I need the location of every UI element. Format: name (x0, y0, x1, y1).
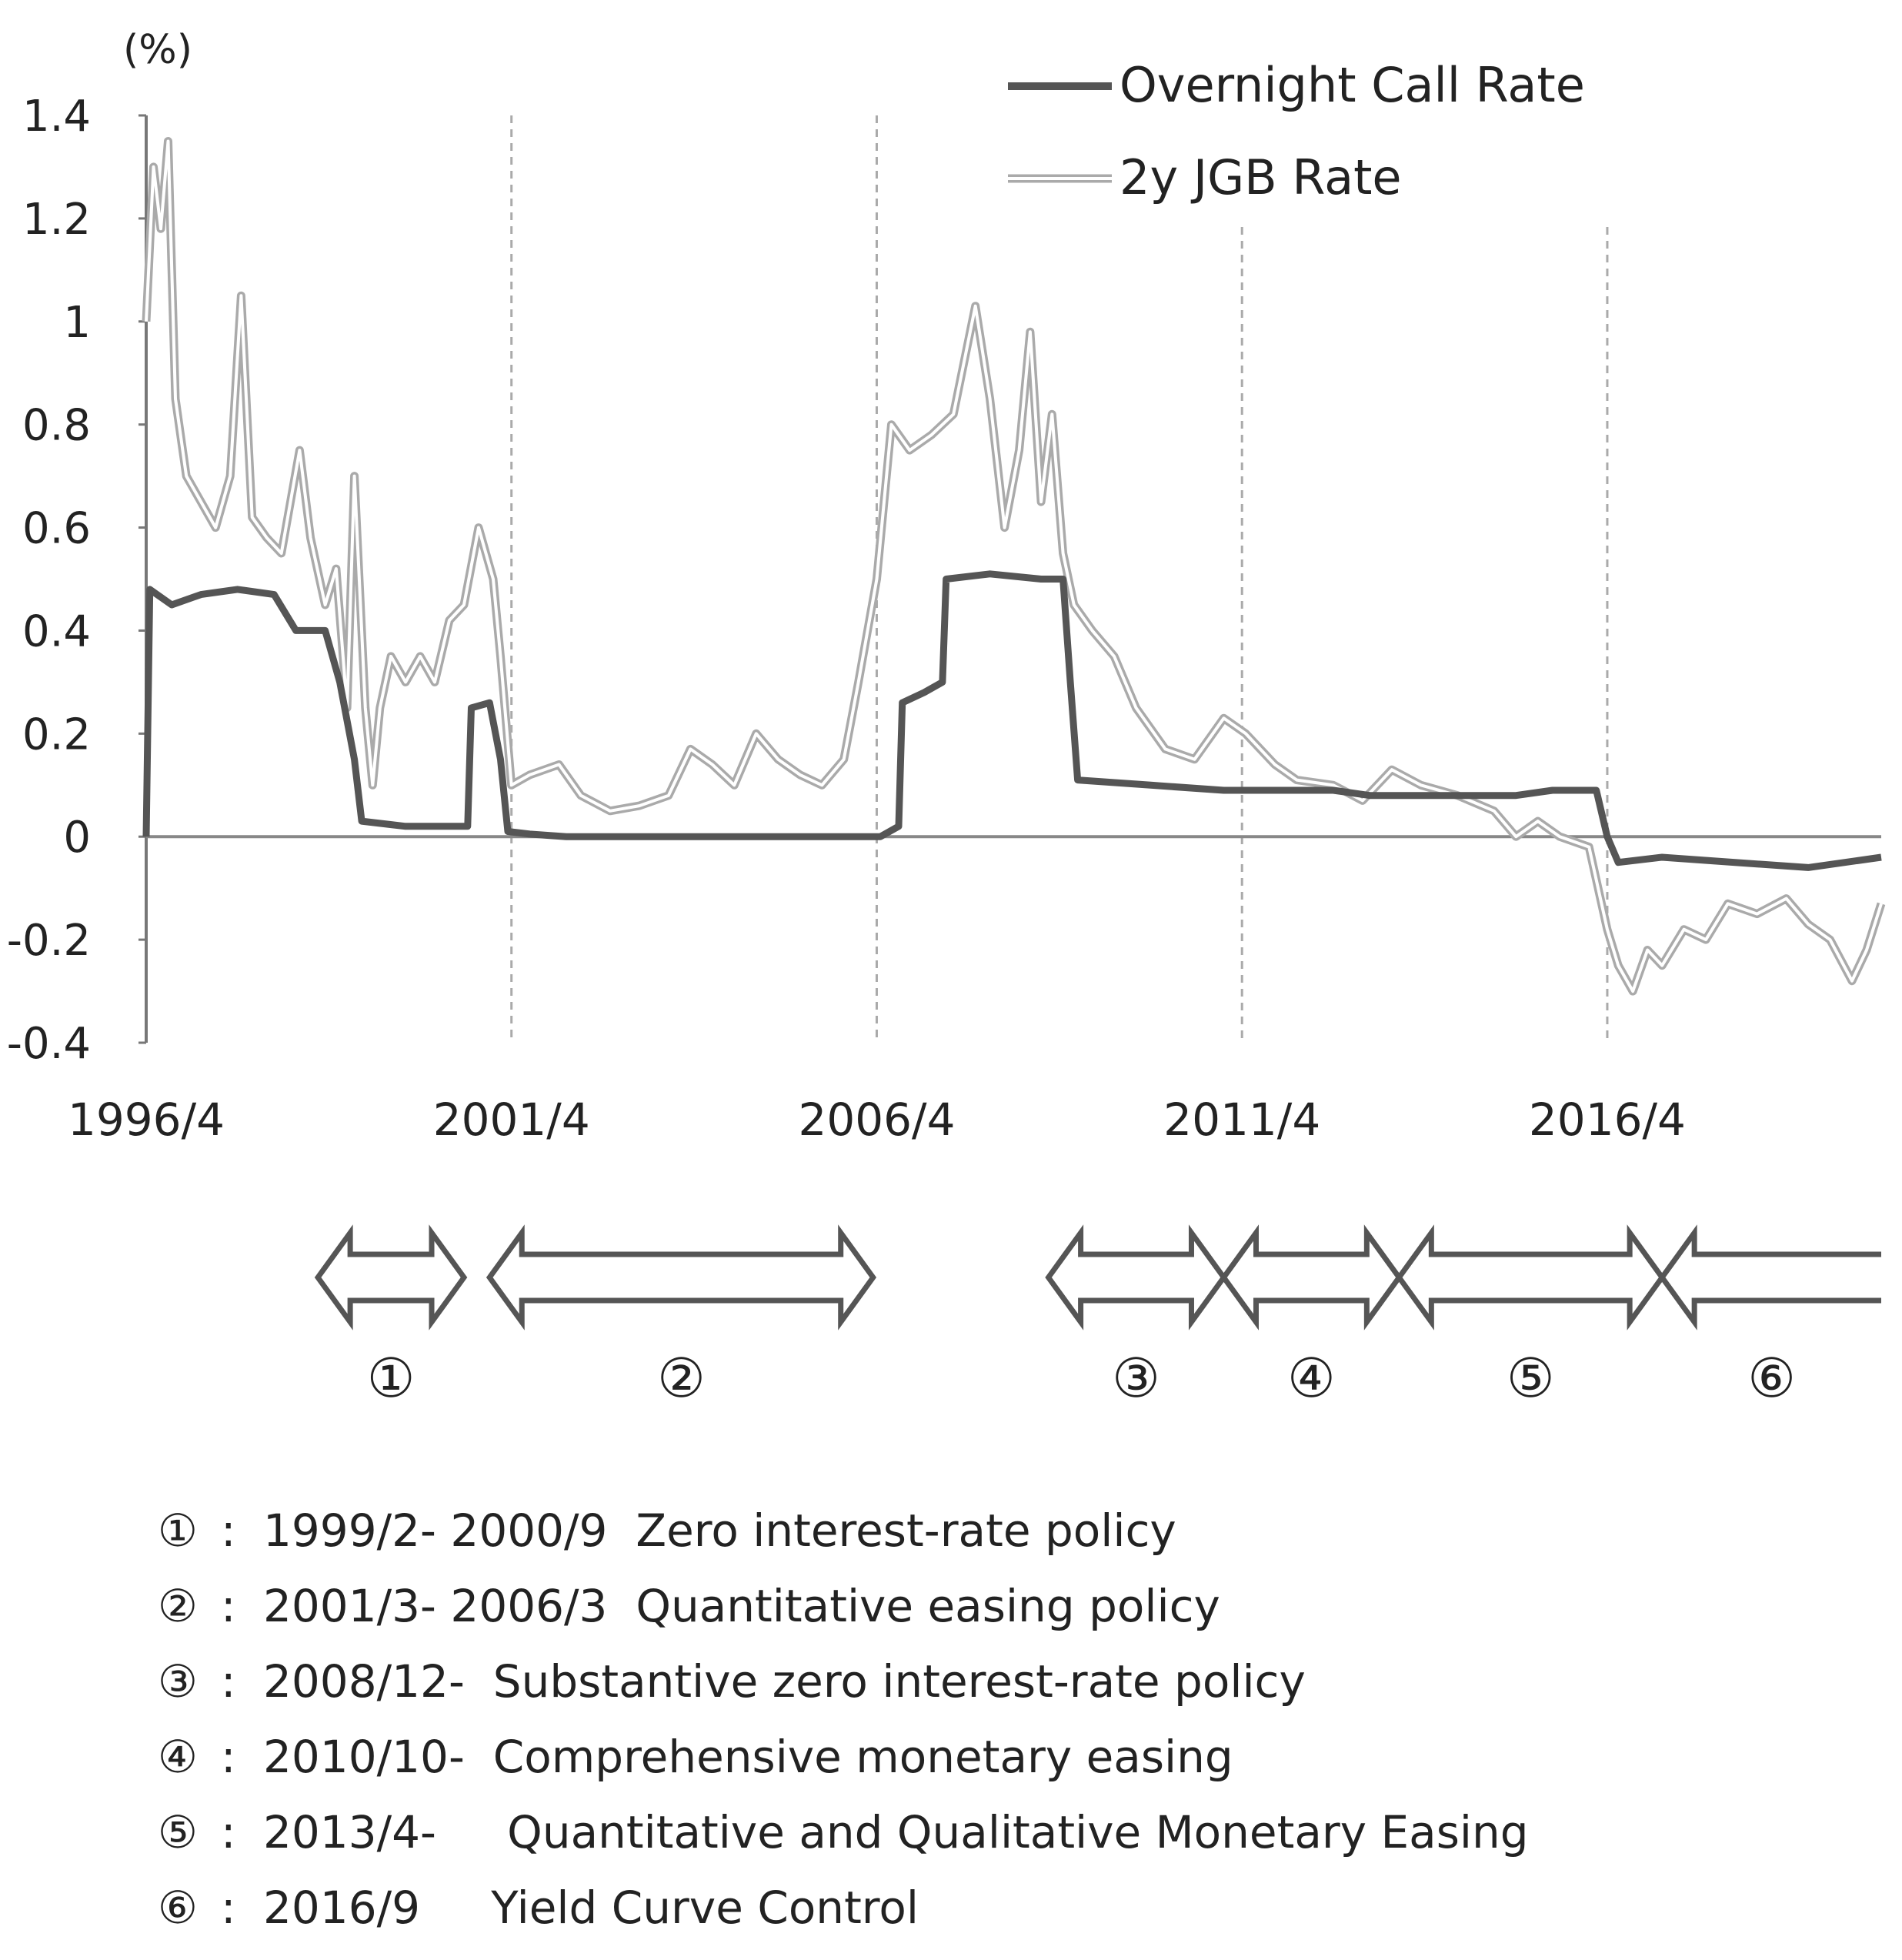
x-tick-label: 2016/4 (1529, 1094, 1686, 1146)
axes: 1.4 1.2 1 0.8 0.6 0.4 0.2 0 -0.2 -0.4 (%) 1996/4 200… (7, 27, 1881, 1146)
y-tick-label: 0.2 (22, 710, 91, 760)
y-tick-label: 0.6 (22, 504, 91, 554)
y-tick-label: -0.4 (7, 1019, 91, 1069)
y-tick-label: 1.2 (22, 195, 91, 245)
series-lines (142, 137, 1886, 996)
legend-label-2y-jgb-rate: 2y JGB Rate (1120, 149, 1402, 205)
y-tick-label: 1 (63, 298, 91, 348)
interest-rate-chart: 1.4 1.2 1 0.8 0.6 0.4 0.2 0 -0.2 -0.4 (%) 1996/4 200… (7, 27, 1886, 1410)
policy-note-4: ④:2010/10- Comprehensive monetary easing (158, 1719, 1529, 1795)
x-tick-label: 2006/4 (798, 1094, 955, 1146)
policy-note-5: ⑤:2013/4- Quantitative and Qualitative M… (158, 1795, 1529, 1870)
policy-period-arrow (314, 1224, 468, 1331)
policy-period-label: ① (367, 1347, 415, 1410)
policy-note-number: ② (158, 1580, 198, 1632)
y-tick-label: -0.2 (7, 916, 91, 966)
policy-note-period: 2016/9 (263, 1882, 421, 1934)
policy-note-6: ⑥:2016/9 Yield Curve Control (158, 1870, 1529, 1945)
policy-period-arrow (1045, 1224, 1227, 1331)
x-tick-label: 2001/4 (433, 1094, 590, 1146)
policy-note-description: Quantitative and Qualitative Monetary Ea… (507, 1806, 1529, 1858)
policy-note-period: 2001/3- 2006/3 (263, 1580, 608, 1632)
policy-period-arrow (1658, 1224, 1881, 1331)
x-tick-label: 2011/4 (1163, 1094, 1320, 1146)
policy-note-description: Substantive zero interest-rate policy (492, 1655, 1306, 1708)
policy-note-description: Comprehensive monetary easing (492, 1731, 1233, 1783)
policy-note-separator: : (221, 1580, 236, 1632)
policy-note-1: ①:1999/2- 2000/9 Zero interest-rate poli… (158, 1493, 1529, 1568)
x-tick-label: 1996/4 (68, 1094, 225, 1146)
policy-period-label: ③ (1112, 1347, 1160, 1410)
policy-note-description: Quantitative easing policy (636, 1580, 1220, 1632)
policy-period-label: ④ (1287, 1347, 1336, 1410)
policy-note-separator: : (221, 1882, 236, 1934)
y-axis-unit-label: (%) (123, 27, 192, 73)
policy-note-separator: : (221, 1731, 236, 1783)
policy-note-separator: : (221, 1504, 236, 1557)
policy-period-arrow (1220, 1224, 1403, 1331)
policy-note-number: ① (158, 1504, 198, 1557)
policy-note-number: ⑥ (158, 1882, 198, 1934)
policy-note-period: 2010/10- (263, 1731, 465, 1783)
policy-note-2: ②:2001/3- 2006/3 Quantitative easing pol… (158, 1568, 1529, 1644)
policy-note-period: 2013/4- (263, 1806, 436, 1858)
policy-period-label: ⑥ (1747, 1347, 1796, 1410)
y-tick-label: 0 (63, 813, 91, 863)
policy-note-number: ③ (158, 1655, 198, 1708)
policy-note-number: ④ (158, 1731, 198, 1783)
policy-note-period: 2008/12- (263, 1655, 465, 1708)
y-tick-label: 0.4 (22, 606, 91, 656)
policy-note-3: ③:2008/12- Substantive zero interest-rat… (158, 1644, 1529, 1719)
policy-period-arrows: ① ② ③ ④ ⑤ ⑥ (314, 1224, 1881, 1410)
y-tick-label: 0.8 (22, 401, 91, 451)
policy-period-label: ② (657, 1347, 706, 1410)
policy-period-arrow (486, 1224, 877, 1331)
policy-note-separator: : (221, 1655, 236, 1708)
series-2y-jgb-rate-inner (145, 139, 1883, 993)
series-overnight-call-rate (142, 570, 1882, 871)
y-tick-label: 1.4 (22, 92, 91, 142)
policy-note-description: Yield Curve Control (491, 1882, 919, 1934)
legend: Overnight Call Rate 2y JGB Rate (1008, 57, 1585, 205)
policy-note-number: ⑤ (158, 1806, 198, 1858)
policy-note-period: 1999/2- 2000/9 (263, 1504, 608, 1557)
policy-notes-list: ①:1999/2- 2000/9 Zero interest-rate poli… (158, 1493, 1529, 1945)
policy-period-label: ⑤ (1507, 1347, 1555, 1410)
legend-label-overnight-call-rate: Overnight Call Rate (1120, 57, 1585, 113)
policy-note-description: Zero interest-rate policy (636, 1504, 1176, 1557)
policy-note-separator: : (221, 1806, 236, 1858)
policy-period-arrow (1396, 1224, 1666, 1331)
